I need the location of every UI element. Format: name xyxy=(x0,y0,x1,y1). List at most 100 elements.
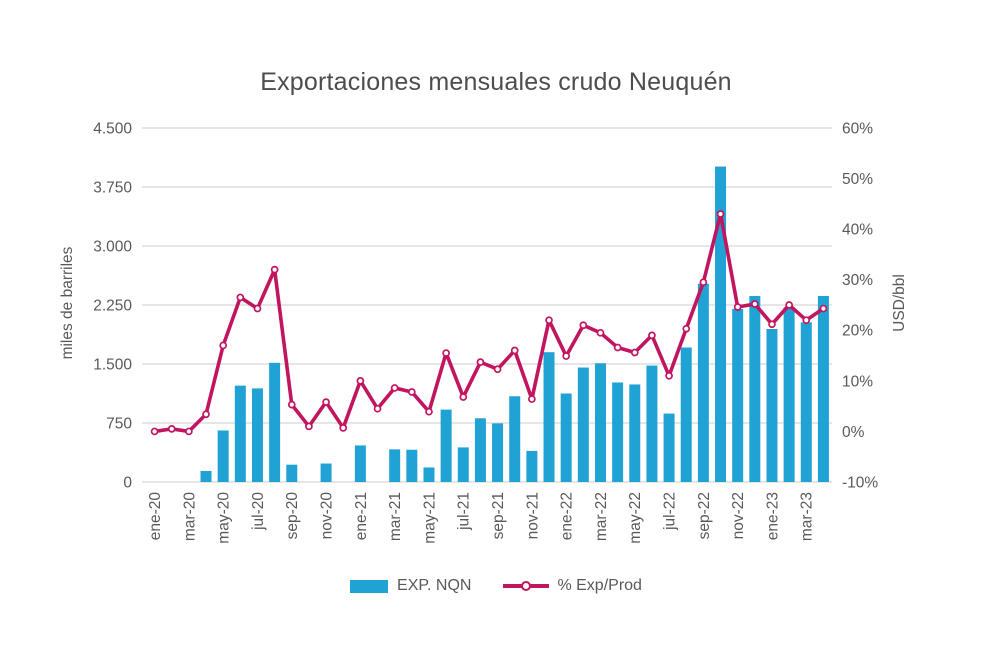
line-marker-may-21 xyxy=(425,407,433,416)
bar-feb-22 xyxy=(577,367,589,482)
line-marker-mar-20 xyxy=(185,427,193,436)
bar-may-21 xyxy=(423,467,435,482)
x-tick-label: nov-21 xyxy=(524,492,541,539)
line-marker-feb-22 xyxy=(579,321,588,330)
line-marker-mar-22 xyxy=(596,328,605,337)
line-series-label: % Exp/Prod xyxy=(557,577,642,594)
bar-sep-22 xyxy=(697,283,709,482)
bar-oct-22 xyxy=(715,166,727,482)
y-right-tick-label: 0% xyxy=(842,424,865,441)
line-marker-ene-22 xyxy=(562,352,571,360)
line-marker-jul-21 xyxy=(459,393,468,401)
line-marker-jun-20 xyxy=(236,293,245,302)
line-marker-sep-21 xyxy=(493,365,502,374)
line-marker-may-22 xyxy=(630,348,639,357)
x-tick-label: ene-21 xyxy=(353,492,370,540)
line-marker-ene-20 xyxy=(150,427,159,436)
y-left-tick-label: 750 xyxy=(106,415,132,432)
line-marker-nov-20 xyxy=(322,398,330,406)
line-marker-mar-23 xyxy=(802,316,811,325)
chart-title: Exportaciones mensuales crudo Neuquén xyxy=(260,68,732,96)
x-tick-label: ene-20 xyxy=(147,492,164,541)
bar-mar-23 xyxy=(800,322,812,482)
x-tick-label: sep-22 xyxy=(696,492,713,539)
bar-ene-22 xyxy=(560,393,572,482)
line-marker-dic-20 xyxy=(339,424,348,432)
bar-dic-21 xyxy=(543,352,555,482)
line-marker-jul-20 xyxy=(253,304,262,313)
bar-jun-22 xyxy=(646,365,658,482)
line-marker-abr-23 xyxy=(819,304,828,313)
line-marker-may-20 xyxy=(219,341,228,350)
line-marker-feb-20 xyxy=(167,425,176,433)
line-marker-dic-21 xyxy=(545,316,553,325)
line-marker-nov-21 xyxy=(528,395,536,403)
line-marker-ago-22 xyxy=(682,324,691,333)
bar-abr-20 xyxy=(200,470,212,482)
bar-series-swatch-icon xyxy=(350,579,389,593)
bar-jul-20 xyxy=(251,388,263,482)
line-marker-ene-21 xyxy=(356,377,365,385)
y-right-tick-label: 10% xyxy=(842,373,873,390)
bar-jul-22 xyxy=(663,413,675,482)
bar-may-22 xyxy=(629,384,641,482)
x-tick-label: nov-20 xyxy=(319,492,336,540)
x-tick-label: mar-21 xyxy=(387,492,404,541)
line-marker-abr-20 xyxy=(202,410,210,419)
x-tick-label: nov-22 xyxy=(730,492,747,539)
exp-prod-line xyxy=(152,212,826,434)
line-marker-sep-22 xyxy=(699,278,708,287)
x-tick-label: may-20 xyxy=(216,492,233,544)
bar-feb-23 xyxy=(783,307,795,482)
line-marker-oct-21 xyxy=(510,346,519,355)
bar-dic-22 xyxy=(749,295,761,482)
line-marker-ene-23 xyxy=(768,320,776,329)
bar-abr-22 xyxy=(612,382,624,482)
line-marker-ago-21 xyxy=(476,358,485,366)
bar-ene-23 xyxy=(766,328,778,482)
line-marker-jul-22 xyxy=(665,371,673,380)
x-tick-label: ene-22 xyxy=(559,492,576,540)
bar-jun-20 xyxy=(234,385,246,482)
y-left-tick-label: 0 xyxy=(123,474,132,491)
bar-series-label: EXP. NQN xyxy=(397,577,472,594)
bar-ene-21 xyxy=(354,445,366,482)
bar-oct-21 xyxy=(509,396,521,482)
x-tick-label: mar-22 xyxy=(593,492,610,541)
y-right-tick-label: 30% xyxy=(842,272,873,289)
y-right-tick-label: 50% xyxy=(842,171,873,188)
line-marker-dic-22 xyxy=(750,300,759,308)
bar-mar-21 xyxy=(389,449,401,482)
x-tick-label: jul-20 xyxy=(250,492,267,531)
line-marker-jun-21 xyxy=(442,349,450,357)
bar-abr-21 xyxy=(406,449,418,482)
line-marker-abr-22 xyxy=(613,343,622,352)
y-left-tick-label: 2.250 xyxy=(93,297,132,314)
y-right-tick-label: -10% xyxy=(842,474,878,491)
x-tick-label: may-21 xyxy=(421,492,438,544)
bar-sep-20 xyxy=(286,464,298,482)
bar-nov-22 xyxy=(732,308,744,482)
bar-sep-21 xyxy=(492,423,504,482)
bar-jul-21 xyxy=(457,447,469,482)
x-tick-label: ene-23 xyxy=(764,492,781,540)
y-left-tick-label: 1.500 xyxy=(93,356,132,373)
line-marker-feb-21 xyxy=(373,404,382,413)
x-tick-label: sep-21 xyxy=(490,492,507,539)
legend: EXP. NQN % Exp/Prod xyxy=(0,577,992,595)
x-tick-label: jul-21 xyxy=(456,492,473,531)
bar-abr-23 xyxy=(817,295,829,482)
line-marker-icon xyxy=(521,581,532,591)
y-left-tick-label: 3.000 xyxy=(93,238,132,255)
line-marker-oct-20 xyxy=(305,422,313,431)
bar-nov-20 xyxy=(320,463,332,482)
line-marker-jun-22 xyxy=(648,331,656,340)
x-tick-label: jul-22 xyxy=(662,492,679,531)
line-marker-ago-20 xyxy=(270,265,279,274)
line-marker-sep-20 xyxy=(287,400,296,409)
y-left-tick-label: 4.500 xyxy=(93,120,132,137)
bar-ago-22 xyxy=(680,347,692,482)
bar-nov-21 xyxy=(526,450,538,482)
